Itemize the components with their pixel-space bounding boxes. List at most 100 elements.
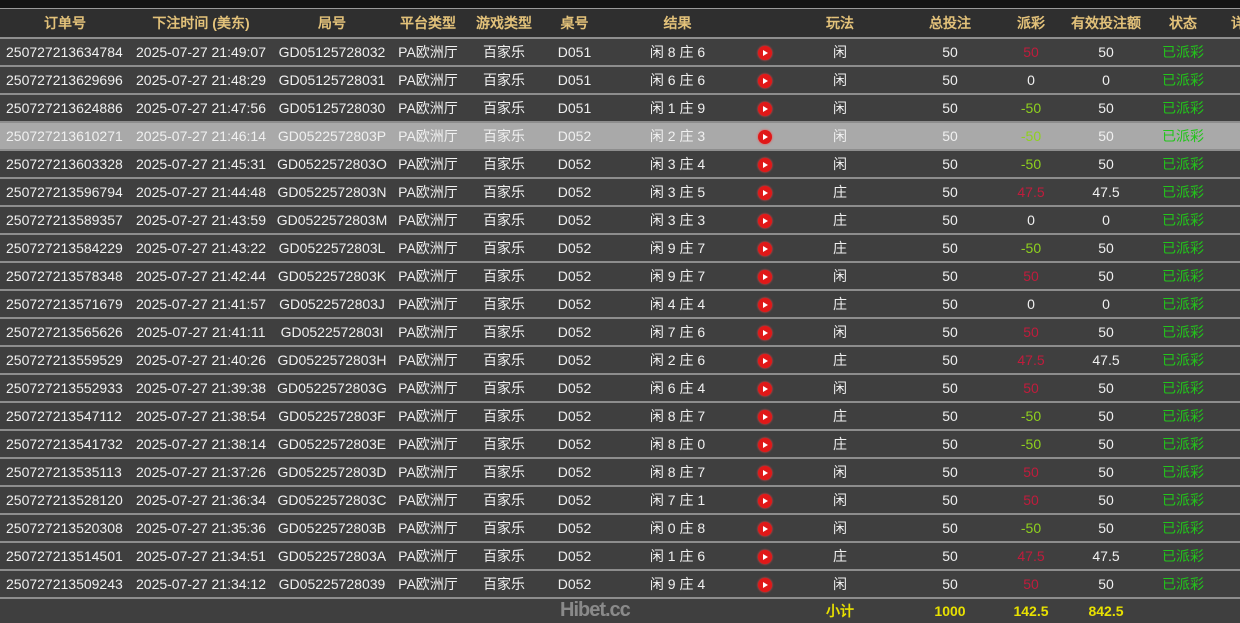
play-video-icon[interactable] <box>758 214 772 229</box>
play-video-icon[interactable] <box>758 410 772 425</box>
cell-table-no: D052 <box>544 514 605 543</box>
cell-game-type: 百家乐 <box>464 486 544 515</box>
cell-order-id: 250727213552933 <box>0 374 130 403</box>
play-video-icon[interactable] <box>758 158 772 173</box>
table-row[interactable]: 250727213535113 2025-07-27 21:37:26 GD0522… <box>0 458 1240 487</box>
header-bet-type: 玩法 <box>780 9 900 39</box>
cell-valid-bet: 50 <box>1062 150 1150 179</box>
play-video-icon[interactable] <box>758 102 772 117</box>
cell-table-no: D052 <box>544 262 605 291</box>
play-video-icon[interactable] <box>758 186 772 201</box>
play-video-icon[interactable] <box>758 578 772 593</box>
cell-total-bet: 50 <box>900 374 1000 403</box>
table-row[interactable]: 250727213578348 2025-07-27 21:42:44 GD0522… <box>0 262 1240 291</box>
cell-details <box>1216 290 1240 319</box>
play-video-icon[interactable] <box>758 494 772 509</box>
header-round-id: 局号 <box>272 9 392 39</box>
cell-result: 闲 0 庄 8 <box>605 514 750 543</box>
play-video-icon[interactable] <box>758 242 772 257</box>
table-row[interactable]: 250727213624886 2025-07-27 21:47:56 GD0512… <box>0 94 1240 123</box>
table-row[interactable]: 250727213514501 2025-07-27 21:34:51 GD0522… <box>0 542 1240 571</box>
cell-details <box>1216 458 1240 487</box>
cell-bet-type: 闲 <box>780 570 900 599</box>
cell-table-no: D052 <box>544 346 605 375</box>
cell-order-id: 250727213571679 <box>0 290 130 319</box>
cell-replay <box>750 38 780 67</box>
cell-round-id: GD0522572803G <box>272 374 392 403</box>
table-row[interactable]: 250727213541732 2025-07-27 21:38:14 GD0522… <box>0 430 1240 459</box>
cell-status: 已派彩 <box>1150 458 1216 487</box>
play-video-icon[interactable] <box>758 298 772 313</box>
cell-status: 已派彩 <box>1150 290 1216 319</box>
cell-bet-time: 2025-07-27 21:45:31 <box>130 150 272 179</box>
cell-game-type: 百家乐 <box>464 38 544 67</box>
cell-table-no: D052 <box>544 570 605 599</box>
cell-status: 已派彩 <box>1150 66 1216 95</box>
table-row[interactable]: 250727213565626 2025-07-27 21:41:11 GD0522… <box>0 318 1240 347</box>
table-row[interactable]: 250727213571679 2025-07-27 21:41:57 GD0522… <box>0 290 1240 319</box>
table-header: 订单号 下注时间 (美东) 局号 平台类型 游戏类型 桌号 结果 玩法 总投注 派彩 有效投注额 状态… <box>0 9 1240 39</box>
cell-valid-bet: 50 <box>1062 514 1150 543</box>
cell-payout: -50 <box>1000 514 1062 543</box>
cell-platform: PA欧洲厅 <box>392 514 464 543</box>
table-row[interactable]: 250727213547112 2025-07-27 21:38:54 GD0522… <box>0 402 1240 431</box>
play-video-icon[interactable] <box>758 438 772 453</box>
cell-payout: 50 <box>1000 570 1062 599</box>
cell-round-id: GD0522572803E <box>272 430 392 459</box>
cell-bet-time: 2025-07-27 21:40:26 <box>130 346 272 375</box>
play-video-icon[interactable] <box>758 550 772 565</box>
cell-platform: PA欧洲厅 <box>392 430 464 459</box>
table-row[interactable]: 250727213528120 2025-07-27 21:36:34 GD0522… <box>0 486 1240 515</box>
table-row[interactable]: 250727213603328 2025-07-27 21:45:31 GD0522… <box>0 150 1240 179</box>
cell-bet-type: 庄 <box>780 290 900 319</box>
cell-total-bet: 50 <box>900 38 1000 67</box>
play-video-icon[interactable] <box>758 326 772 341</box>
cell-round-id: GD0522572803A <box>272 542 392 571</box>
cell-order-id: 250727213509243 <box>0 570 130 599</box>
table-row[interactable]: 250727213610271 2025-07-27 21:46:14 GD0522… <box>0 122 1240 151</box>
table-row[interactable]: 250727213559529 2025-07-27 21:40:26 GD0522… <box>0 346 1240 375</box>
cell-valid-bet: 50 <box>1062 570 1150 599</box>
play-video-icon[interactable] <box>758 46 772 61</box>
cell-bet-time: 2025-07-27 21:41:57 <box>130 290 272 319</box>
cell-valid-bet: 50 <box>1062 318 1150 347</box>
table-row[interactable]: 250727213584229 2025-07-27 21:43:22 GD0522… <box>0 234 1240 263</box>
table-row[interactable]: 250727213596794 2025-07-27 21:44:48 GD0522… <box>0 178 1240 207</box>
play-video-icon[interactable] <box>758 270 772 285</box>
table-row[interactable]: 250727213589357 2025-07-27 21:43:59 GD0522… <box>0 206 1240 235</box>
cell-bet-time: 2025-07-27 21:37:26 <box>130 458 272 487</box>
cell-payout: 0 <box>1000 290 1062 319</box>
cell-order-id: 250727213629696 <box>0 66 130 95</box>
play-video-icon[interactable] <box>758 522 772 537</box>
table-row[interactable]: 250727213509243 2025-07-27 21:34:12 GD0522… <box>0 570 1240 599</box>
cell-valid-bet: 47.5 <box>1062 542 1150 571</box>
play-video-icon[interactable] <box>758 466 772 481</box>
play-video-icon[interactable] <box>758 382 772 397</box>
cell-result: 闲 4 庄 4 <box>605 290 750 319</box>
cell-platform: PA欧洲厅 <box>392 94 464 123</box>
cell-game-type: 百家乐 <box>464 150 544 179</box>
cell-platform: PA欧洲厅 <box>392 542 464 571</box>
play-video-icon[interactable] <box>758 130 772 145</box>
cell-platform: PA欧洲厅 <box>392 150 464 179</box>
play-video-icon[interactable] <box>758 74 772 89</box>
cell-result: 闲 8 庄 6 <box>605 38 750 67</box>
cell-platform: PA欧洲厅 <box>392 318 464 347</box>
cell-bet-time: 2025-07-27 21:34:51 <box>130 542 272 571</box>
cell-payout: -50 <box>1000 150 1062 179</box>
cell-bet-type: 庄 <box>780 430 900 459</box>
cell-valid-bet: 0 <box>1062 66 1150 95</box>
cell-details <box>1216 94 1240 123</box>
cell-order-id: 250727213535113 <box>0 458 130 487</box>
table-row[interactable]: 250727213520308 2025-07-27 21:35:36 GD0522… <box>0 514 1240 543</box>
cell-game-type: 百家乐 <box>464 318 544 347</box>
cell-total-bet: 50 <box>900 206 1000 235</box>
cell-status: 已派彩 <box>1150 374 1216 403</box>
table-row[interactable]: 250727213629696 2025-07-27 21:48:29 GD0512… <box>0 66 1240 95</box>
play-video-icon[interactable] <box>758 354 772 369</box>
cell-replay <box>750 206 780 235</box>
table-row[interactable]: 250727213634784 2025-07-27 21:49:07 GD0512… <box>0 38 1240 67</box>
cell-result: 闲 2 庄 6 <box>605 346 750 375</box>
header-total-bet: 总投注 <box>900 9 1000 39</box>
table-row[interactable]: 250727213552933 2025-07-27 21:39:38 GD0522… <box>0 374 1240 403</box>
